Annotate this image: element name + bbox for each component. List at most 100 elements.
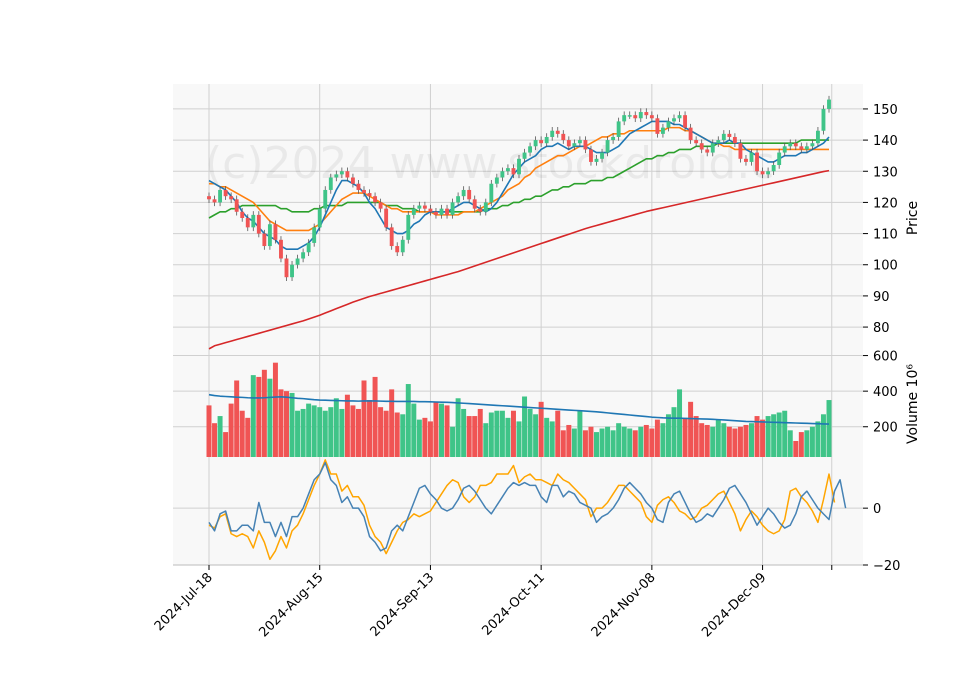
candle-body — [799, 146, 804, 150]
candle-body — [827, 99, 831, 109]
volume-bar — [787, 430, 793, 457]
price-panel: 80 90 100 110 120 130 140 150 Price (c)2024 www… — [173, 84, 921, 352]
volume-bar — [416, 419, 422, 457]
candle-body — [422, 205, 427, 209]
x-tick-label: 2024-Nov-08 — [589, 570, 659, 640]
candle-body — [627, 115, 632, 117]
volume-bar — [704, 424, 710, 457]
volume-bar — [815, 421, 821, 457]
candle-body — [411, 208, 416, 215]
candle-body — [450, 202, 455, 215]
candle-body — [533, 140, 538, 147]
volume-bar — [732, 428, 738, 457]
candle-body — [555, 130, 560, 134]
candle-body — [793, 143, 798, 147]
candle-body — [760, 171, 765, 175]
volume-bar — [776, 412, 782, 457]
volume-bar — [793, 440, 799, 457]
y-tick-label: 200 — [873, 421, 898, 436]
volume-bar — [322, 410, 328, 457]
candle-body — [589, 149, 593, 162]
candle-body — [472, 199, 477, 209]
candle-body — [605, 140, 610, 153]
candle-body — [483, 202, 488, 212]
candle-body — [821, 108, 826, 131]
volume-bar — [444, 405, 450, 457]
volume-bar — [427, 421, 433, 457]
volume-bar — [245, 417, 251, 457]
candle-body — [749, 152, 754, 162]
volume-bar — [300, 408, 306, 457]
volume-bar — [710, 426, 716, 457]
y-tick-label: 150 — [873, 103, 898, 118]
volume-bar — [544, 417, 550, 457]
y-tick-label: 90 — [873, 290, 890, 305]
volume-bar — [516, 421, 522, 457]
candle-body — [212, 199, 217, 203]
volume-bar — [344, 394, 350, 457]
candle-body — [362, 189, 366, 194]
volume-bar — [632, 430, 638, 457]
candle-body — [456, 196, 461, 203]
x-tick-label: 2024-Aug-15 — [256, 570, 326, 640]
volume-bar — [688, 401, 694, 457]
volume-bar — [505, 417, 511, 457]
volume-bar — [272, 362, 278, 457]
watermark: (c)2024 www.stockdroid.c — [205, 138, 774, 189]
volume-bar — [206, 405, 212, 457]
price-axis-label: Price — [905, 201, 921, 235]
candle-body — [218, 189, 223, 203]
candle-body — [467, 189, 472, 200]
volume-bar — [527, 408, 533, 457]
oscillator-panel: −20 0 — [173, 457, 900, 574]
volume-bar — [350, 405, 356, 457]
candle-body — [267, 224, 272, 247]
candle-body — [489, 183, 494, 203]
volume-bar — [289, 392, 295, 457]
volume-panel: 200 400 600 Volume 10⁶ — [173, 350, 921, 457]
volume-bar — [483, 423, 489, 457]
volume-bar — [466, 416, 472, 457]
candle-body — [716, 140, 721, 144]
volume-bar — [571, 428, 577, 457]
y-tick-label: 100 — [873, 259, 898, 274]
oscillator-panel-background — [173, 457, 863, 565]
candle-body — [727, 133, 732, 137]
candle-body — [528, 146, 533, 153]
oscillator-line-orange — [208, 459, 836, 561]
volume-bar — [217, 416, 223, 457]
candle-body — [328, 177, 333, 190]
volume-bar — [400, 414, 406, 457]
volume-bar — [328, 407, 334, 457]
candle-body — [699, 143, 704, 150]
volume-bar — [560, 430, 566, 457]
volume-bar — [610, 430, 616, 457]
candle-body — [550, 130, 555, 137]
candle-body — [755, 152, 759, 172]
volume-bar — [394, 412, 400, 457]
volume-bar — [677, 389, 683, 457]
volume-bar — [549, 421, 555, 457]
candle-body — [572, 143, 577, 147]
volume-bar — [649, 428, 655, 457]
candle-body — [251, 214, 256, 228]
volume-bar — [588, 426, 594, 457]
oscillator-line-blue — [208, 461, 847, 552]
candle-body — [273, 224, 278, 240]
volume-bar — [760, 419, 766, 457]
price-axis-ticks: 80 90 100 110 120 130 140 150 — [863, 103, 898, 336]
volume-bar — [693, 416, 699, 457]
volume-bar — [228, 403, 234, 457]
volume-bar — [433, 401, 439, 457]
x-tick-label: 2024-Sep-13 — [368, 570, 438, 640]
sma-long-line — [208, 169, 830, 350]
candle-body — [638, 112, 643, 119]
volume-bar — [555, 410, 561, 457]
candle-body — [705, 149, 710, 153]
candle-body — [577, 140, 582, 144]
candle-body — [334, 174, 339, 178]
volume-bar — [721, 423, 727, 457]
y-tick-label: 110 — [873, 228, 898, 243]
volume-bar — [405, 384, 411, 457]
